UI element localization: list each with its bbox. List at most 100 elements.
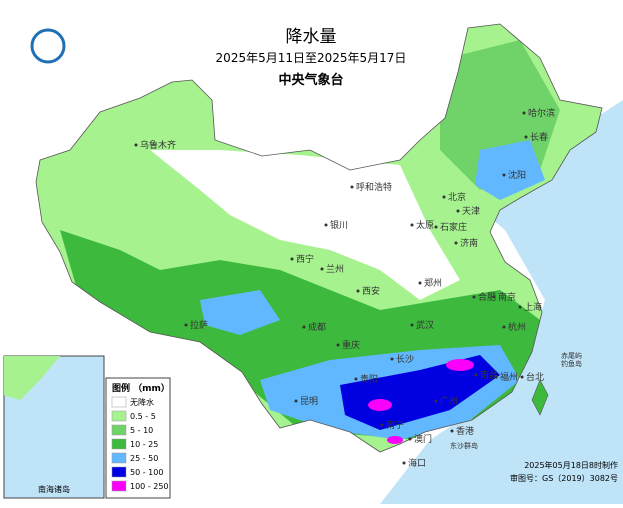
legend-swatch — [111, 410, 127, 422]
city-dot — [184, 323, 188, 327]
city-label: 北京 — [448, 191, 466, 203]
city-dot — [410, 223, 414, 227]
sea-label: 东沙群岛 — [450, 441, 478, 450]
city-dot — [290, 257, 294, 261]
city-label: 昆明 — [300, 396, 318, 407]
city-label: 郑州 — [424, 277, 442, 289]
city-dot — [302, 325, 306, 329]
city-label: 海口 — [408, 457, 426, 469]
taiwan — [531, 379, 549, 416]
city-dot — [442, 195, 446, 199]
sea-label: 赤尾屿 — [561, 351, 582, 360]
city-label: 长沙 — [396, 353, 414, 365]
rain-extreme — [446, 359, 474, 371]
city-label: 济南 — [460, 237, 478, 249]
title: 降水量 — [286, 27, 337, 47]
issuer: 中央气象台 — [278, 72, 343, 88]
city-label: 沈阳 — [508, 169, 526, 181]
city-dot — [402, 461, 406, 465]
rain-storm — [340, 355, 500, 430]
legend-label: 0.5 - 5 — [130, 412, 156, 421]
inset: 南海诸岛 — [3, 355, 105, 499]
city-dot — [410, 323, 414, 327]
rain-extreme — [387, 436, 403, 444]
city-label: 银川 — [330, 219, 348, 231]
legend-label: 无降水 — [130, 397, 154, 407]
legend-label: 50 - 100 — [130, 468, 163, 477]
city-dot — [472, 295, 476, 299]
city-dot — [408, 437, 412, 441]
city-label: 重庆 — [342, 339, 360, 351]
city-dot — [434, 399, 438, 403]
city-dot — [494, 375, 498, 379]
city-label: 台北 — [526, 371, 544, 383]
legend-swatch — [111, 480, 127, 492]
sea — [380, 100, 623, 504]
city-dot — [450, 429, 454, 433]
city-label: 呼和浩特 — [356, 181, 392, 193]
city-dot — [418, 281, 422, 285]
city-label: 南昌 — [480, 369, 498, 381]
city-label: 拉萨 — [190, 319, 208, 331]
city-label: 哈尔滨 — [528, 107, 555, 119]
legend-label: 10 - 25 — [130, 440, 158, 449]
legend-swatch — [111, 396, 127, 408]
city-dot — [336, 343, 340, 347]
footer-made: 2025年05月18日8时制作 — [524, 460, 618, 470]
rain-heavy-ne — [475, 140, 545, 200]
inset-label: 南海诸岛 — [38, 484, 70, 494]
city-label: 长春 — [530, 131, 548, 143]
city-label: 西安 — [362, 285, 380, 297]
city-dot — [456, 209, 460, 213]
city-label: 太原 — [416, 219, 434, 231]
city-label: 香港 — [456, 425, 474, 437]
city-dot — [354, 377, 358, 381]
city-label: 贵阳 — [360, 373, 378, 385]
legend-frame — [105, 377, 171, 499]
legend-label: 5 - 10 — [130, 426, 153, 435]
legend-title: 图例 （mm） — [112, 382, 170, 394]
city-dot — [434, 225, 438, 229]
city-label: 乌鲁木齐 — [140, 139, 176, 151]
city-label: 福州 — [500, 371, 518, 383]
city-dot — [520, 375, 524, 379]
legend-swatch — [111, 424, 127, 436]
city-dot — [454, 241, 458, 245]
city-dot — [502, 173, 506, 177]
inset-land — [4, 356, 60, 400]
city-label: 天津 — [462, 206, 480, 217]
city-dot — [502, 325, 506, 329]
city-dot — [474, 373, 478, 377]
legend-swatch — [111, 466, 127, 478]
city-label: 南京 — [498, 291, 516, 303]
city-label: 武汉 — [416, 319, 434, 331]
city-label: 澳门 — [414, 433, 432, 445]
city-label: 兰州 — [326, 263, 344, 275]
logo — [30, 28, 66, 64]
city-label: 石家庄 — [440, 221, 467, 233]
city-dot — [320, 267, 324, 271]
legend-label: 25 - 50 — [130, 454, 158, 463]
subtitle: 2025年5月11日至2025年5月17日 — [216, 51, 407, 65]
city-dot — [350, 185, 354, 189]
city-dot — [518, 305, 522, 309]
city-dot — [134, 143, 138, 147]
rain-none — [150, 150, 460, 300]
city-label: 西宁 — [296, 253, 314, 265]
city-dot — [356, 289, 360, 293]
city-label: 杭州 — [508, 321, 526, 333]
city-dot — [324, 223, 328, 227]
city-dot — [492, 295, 496, 299]
rain-extreme — [368, 399, 392, 411]
city-dot — [390, 357, 394, 361]
footer-approval: 审图号：GS（2019）3082号 — [510, 473, 618, 483]
city-label: 南宁 — [386, 419, 404, 431]
sea-label: 钓鱼岛 — [561, 359, 582, 368]
city-label: 成都 — [308, 321, 326, 333]
rain-heavy-w — [200, 290, 280, 335]
legend: 图例 （mm） 无降水 0.5 - 5 5 - 10 10 - 25 25 - 50 50… — [105, 377, 171, 499]
legend-swatch — [111, 452, 127, 464]
city-dot — [380, 423, 384, 427]
city-label: 上海 — [524, 301, 542, 313]
